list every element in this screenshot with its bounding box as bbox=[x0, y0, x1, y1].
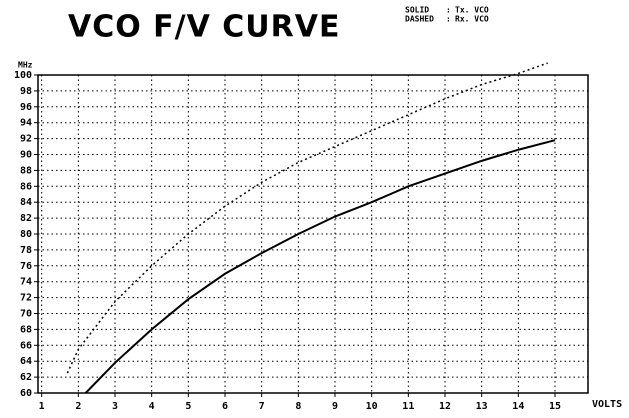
y-tick-label: 64 bbox=[20, 356, 32, 367]
y-tick-label: 98 bbox=[20, 86, 32, 97]
x-tick-label: 11 bbox=[402, 401, 414, 412]
x-tick-label: 13 bbox=[476, 401, 488, 412]
y-tick-label: 66 bbox=[20, 340, 32, 351]
y-tick-label: 78 bbox=[20, 245, 32, 256]
x-tick-label: 3 bbox=[112, 401, 118, 412]
x-tick-label: 7 bbox=[259, 401, 265, 412]
y-tick-label: 82 bbox=[20, 213, 32, 224]
y-tick-label: 80 bbox=[20, 229, 32, 240]
y-tick-label: 60 bbox=[20, 388, 32, 399]
x-tick-label: 9 bbox=[332, 401, 338, 412]
x-tick-label: 4 bbox=[149, 401, 155, 412]
x-tick-label: 15 bbox=[549, 401, 561, 412]
x-tick-label: 6 bbox=[222, 401, 228, 412]
y-tick-label: 76 bbox=[20, 261, 32, 272]
legend-sep: : bbox=[446, 6, 451, 15]
y-tick-label: 62 bbox=[20, 372, 32, 383]
y-tick-label: 88 bbox=[20, 165, 32, 176]
x-tick-label: 8 bbox=[295, 401, 301, 412]
y-tick-label: 68 bbox=[20, 324, 32, 335]
legend-name: Rx. VCO bbox=[455, 15, 489, 24]
y-tick-label: 92 bbox=[20, 134, 32, 145]
y-tick-label: 70 bbox=[20, 309, 32, 320]
y-tick-label: 72 bbox=[20, 293, 32, 304]
data-line bbox=[84, 139, 556, 394]
x-tick-label: 10 bbox=[366, 401, 378, 412]
chart-title: VCO F/V CURVE bbox=[68, 10, 340, 45]
legend-style: SOLID bbox=[405, 6, 429, 15]
x-axis-label: VOLTS bbox=[592, 399, 622, 410]
y-tick-label: 84 bbox=[20, 197, 32, 208]
x-tick-label: 14 bbox=[512, 401, 524, 412]
y-axis-label: MHz bbox=[18, 61, 33, 70]
legend-name: Tx. VCO bbox=[455, 6, 489, 15]
x-tick-label: 12 bbox=[439, 401, 451, 412]
x-tick-label: 2 bbox=[75, 401, 81, 412]
y-tick-label: 100 bbox=[14, 70, 32, 81]
x-tick-label: 5 bbox=[185, 401, 191, 412]
legend-sep: : bbox=[446, 15, 451, 24]
y-tick-label: 96 bbox=[20, 102, 32, 113]
y-tick-label: 86 bbox=[20, 181, 32, 192]
y-tick-label: 94 bbox=[20, 118, 32, 129]
legend-style: DASHED bbox=[405, 15, 434, 24]
x-tick-label: 1 bbox=[39, 401, 45, 412]
y-tick-label: 90 bbox=[20, 150, 32, 161]
y-tick-label: 74 bbox=[20, 277, 32, 288]
